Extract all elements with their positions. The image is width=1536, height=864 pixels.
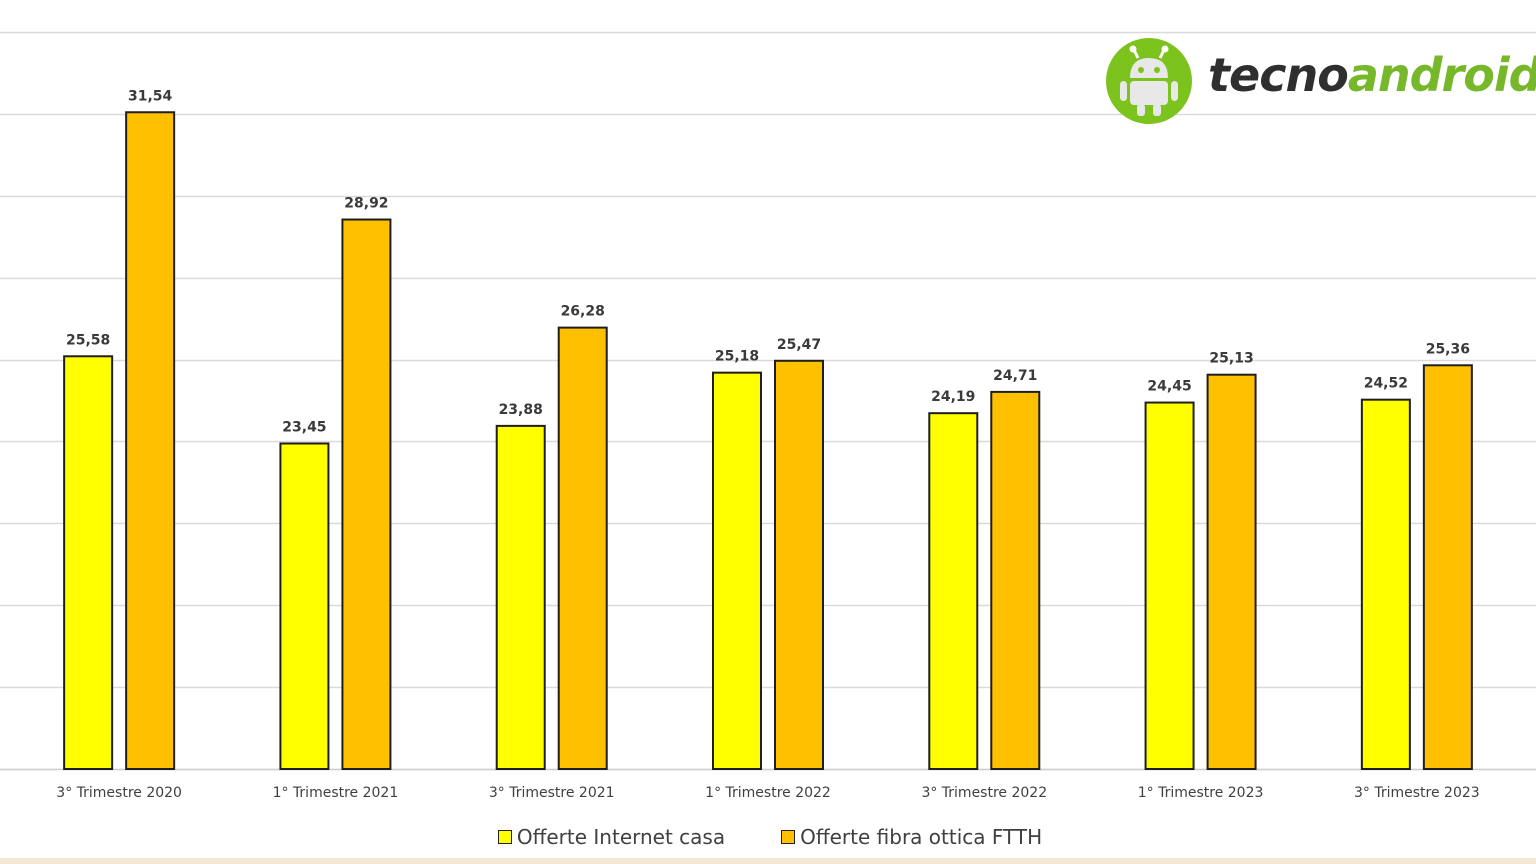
- bar-fibra-ftth: [1206, 373, 1257, 770]
- legend: Offerte Internet casa Offerte fibra otti…: [0, 822, 1536, 852]
- bars: [63, 111, 1473, 771]
- bar-internet-casa: [712, 371, 762, 770]
- bar-internet-casa: [63, 355, 114, 770]
- bar-internet-casa: [928, 412, 979, 770]
- x-tick-label: 3° Trimestre 2021: [489, 785, 615, 801]
- x-tick-label: 3° Trimestre 2022: [921, 785, 1047, 801]
- data-label: 31,54: [128, 88, 173, 104]
- bar-fibra-ftth: [774, 359, 824, 770]
- bar-fibra-ftth: [990, 390, 1041, 770]
- bar-internet-casa: [1360, 398, 1411, 770]
- legend-item-fibra-ftth: Offerte fibra ottica FTTH: [777, 822, 1042, 852]
- data-label: 25,13: [1209, 351, 1253, 367]
- tecnoandroid-logo: tecnoandroid: [1104, 36, 1536, 132]
- data-label: 25,36: [1426, 341, 1470, 357]
- x-tick-label: 3° Trimestre 2020: [56, 785, 182, 801]
- data-label: 25,18: [715, 349, 759, 365]
- legend-label: Offerte Internet casa: [516, 825, 726, 849]
- legend-item-internet-casa: Offerte Internet casa: [494, 822, 725, 852]
- x-tick-label: 1° Trimestre 2021: [273, 785, 399, 801]
- x-tick-labels: 3° Trimestre 2020 1° Trimestre 2021 3° Tri…: [56, 785, 1479, 801]
- logo-wordmark: tecnoandroid: [1208, 48, 1536, 102]
- data-labels: 25,58 31,54 23,45 28,92 23,88 26,28 25,18 25,47…: [66, 88, 1470, 435]
- grid-lines: [0, 31, 1536, 771]
- data-label: 24,52: [1364, 376, 1408, 392]
- x-tick-label: 1° Trimestre 2022: [705, 785, 831, 801]
- bar-internet-casa: [279, 442, 330, 770]
- bar-internet-casa: [495, 424, 546, 770]
- data-label: 23,45: [282, 419, 326, 435]
- logo-text-dark: tecno: [1208, 48, 1349, 102]
- legend-label: Offerte fibra ottica FTTH: [800, 825, 1043, 849]
- bar-fibra-ftth: [557, 326, 608, 770]
- bar-fibra-ftth: [1422, 364, 1473, 770]
- x-tick-label: 1° Trimestre 2023: [1138, 785, 1264, 801]
- legend-swatch-yellow: [497, 830, 512, 844]
- bar-fibra-ftth: [125, 111, 176, 771]
- legend-swatch-orange: [781, 830, 796, 844]
- x-tick-label: 3° Trimestre 2023: [1354, 785, 1480, 801]
- bar-fibra-ftth: [341, 218, 392, 770]
- logo-text-green: android: [1347, 48, 1536, 102]
- data-label: 24,71: [993, 368, 1037, 384]
- data-label: 24,19: [931, 389, 975, 405]
- data-label: 23,88: [499, 402, 543, 418]
- bottom-stripe: [0, 858, 1536, 864]
- android-robot-icon: [1106, 38, 1192, 124]
- data-label: 28,92: [344, 196, 388, 212]
- data-label: 26,28: [561, 304, 605, 320]
- data-label: 24,45: [1147, 379, 1191, 395]
- bar-internet-casa: [1144, 401, 1195, 770]
- data-label: 25,58: [66, 332, 110, 348]
- data-label: 25,47: [777, 337, 821, 353]
